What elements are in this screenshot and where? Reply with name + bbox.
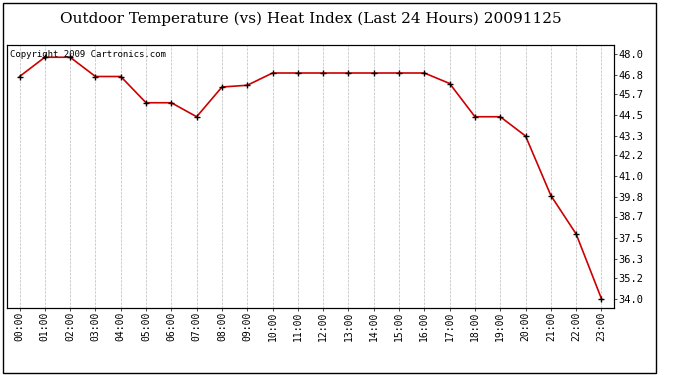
Text: Outdoor Temperature (vs) Heat Index (Last 24 Hours) 20091125: Outdoor Temperature (vs) Heat Index (Las… [60, 11, 561, 26]
Text: Copyright 2009 Cartronics.com: Copyright 2009 Cartronics.com [10, 50, 166, 59]
